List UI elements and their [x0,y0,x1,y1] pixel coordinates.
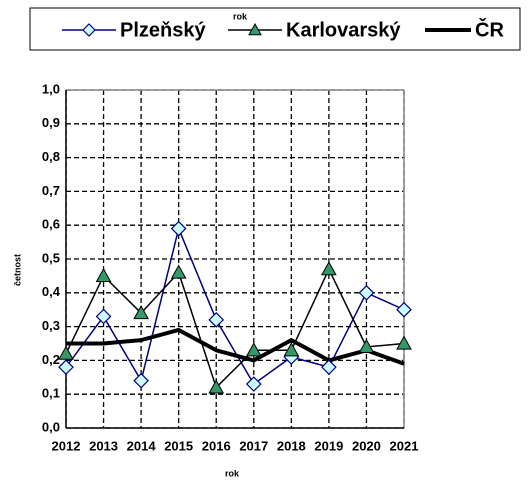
marker [95,308,112,325]
marker [396,301,412,318]
marker [283,342,300,357]
x-tick-label: 2016 [202,438,231,453]
marker [321,359,337,376]
y-tick-label: 0,4 [42,284,61,299]
x-tick-label: 2012 [52,438,81,453]
marker [245,342,262,357]
x-tick-label: 2014 [127,438,157,453]
x-tick-label: 2021 [390,438,419,453]
series-line [66,327,405,366]
marker [321,261,337,276]
marker [208,311,225,328]
x-tick-label: 2018 [277,438,306,453]
marker [396,335,412,350]
marker [170,264,187,279]
marker [208,379,225,394]
legend-label: ČR [475,17,504,41]
marker [358,284,375,301]
x-tick-label: 2017 [239,438,268,453]
y-tick-label: 0,0 [42,419,60,434]
marker [245,376,262,392]
legend-marker [82,23,96,37]
x-tick-label: 2015 [164,438,193,453]
x-tick-label: 2013 [89,438,118,453]
annotation: rok [233,11,248,21]
legend-marker [248,22,262,36]
y-tick-label: 0,7 [42,183,60,198]
marker [95,267,112,282]
marker [133,305,149,320]
y-tick-label: 0,6 [42,217,60,232]
y-tick-label: 0,9 [42,115,60,130]
y-axis-title: četnost [12,254,22,286]
legend-label: Karlovarský [286,19,401,41]
marker [358,338,375,353]
y-tick-label: 0,5 [42,250,60,265]
y-tick-label: 1,0 [42,81,60,96]
marker [170,220,187,237]
x-axis-title: rok [225,468,240,478]
y-tick-label: 0,8 [42,149,60,164]
y-tick-label: 0,3 [42,318,60,333]
x-tick-label: 2020 [352,438,381,453]
x-tick-label: 2019 [314,438,343,453]
series-line [65,268,405,389]
series-line [65,227,405,385]
legend-label: Plzeňský [120,19,206,41]
marker [58,345,74,360]
marker [133,372,149,389]
marker [58,359,74,376]
y-tick-label: 0,2 [42,352,60,367]
y-tick-label: 0,1 [42,386,60,401]
